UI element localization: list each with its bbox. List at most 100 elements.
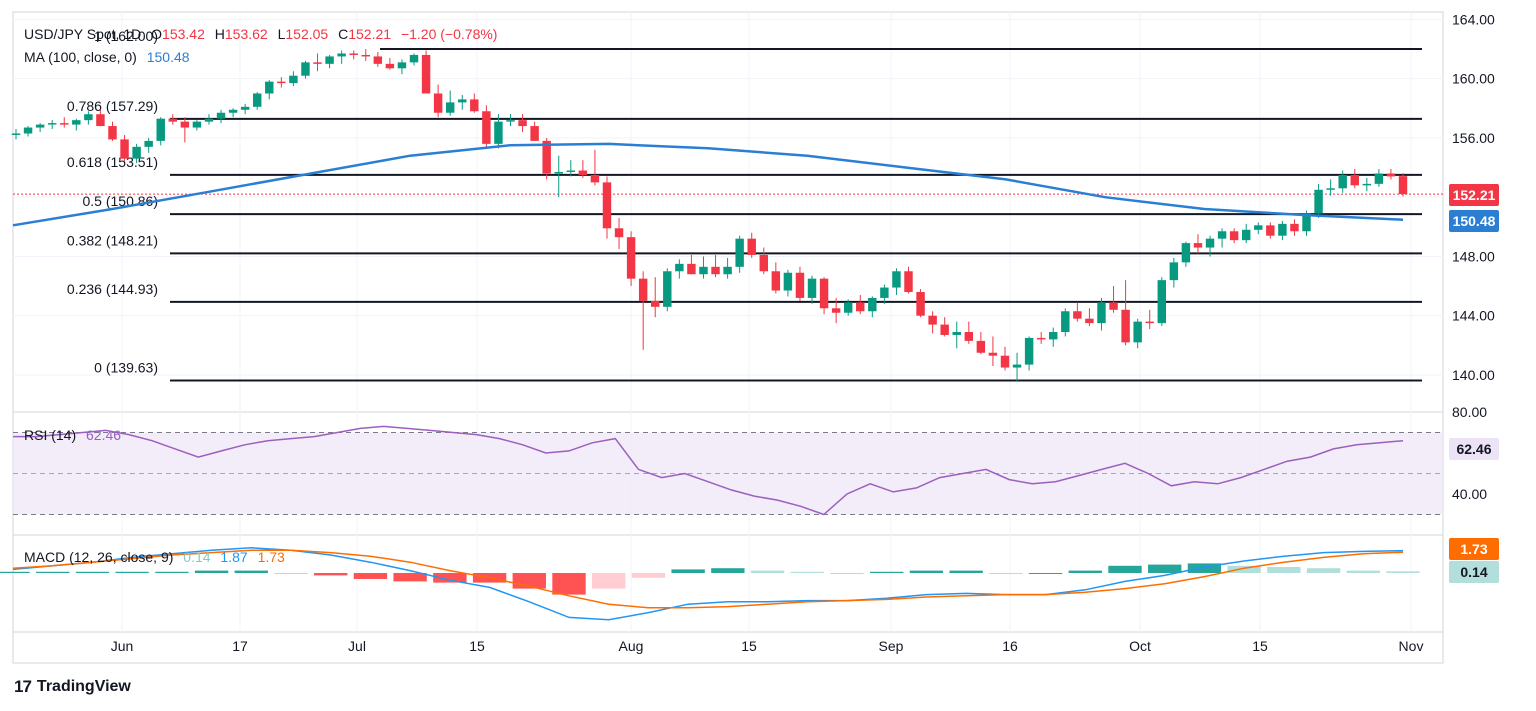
chart-frame: [12, 11, 1444, 664]
macd-hist-bar: [314, 573, 348, 576]
change-value: −1.20 (−0.78%): [401, 26, 498, 42]
tradingview-brand[interactable]: 17 TradingView: [14, 677, 131, 697]
candle-body: [602, 182, 612, 229]
candle-body: [397, 62, 407, 69]
candle-body: [361, 54, 370, 57]
fib-label: 0.786 (157.29): [67, 98, 158, 114]
fib-label: 0 (139.63): [94, 359, 158, 375]
x-tick-label: 17: [232, 638, 248, 654]
candle-body: [301, 62, 310, 76]
macd-hist-bar: [75, 571, 110, 573]
low-value: 152.05: [285, 26, 328, 42]
candle-body: [831, 308, 841, 313]
candle-body: [940, 324, 949, 335]
brand-name: TradingView: [36, 678, 131, 695]
candle-body: [795, 272, 805, 298]
fibonacci-levels: 1 (162.00) 0.786 (157.29) 0.618 (153.51) 0.…: [67, 28, 1422, 382]
macd-hist-bar: [274, 573, 308, 574]
candle-body: [1350, 174, 1359, 186]
candle-body: [445, 102, 455, 113]
candle-body: [47, 123, 57, 125]
y-tick-label: 160.00: [1452, 71, 1495, 87]
y-tick-label: 148.00: [1452, 248, 1495, 264]
rsi-line: [13, 425, 1404, 516]
candle-body: [1085, 318, 1094, 324]
candle-body: [1073, 311, 1082, 319]
candle-body: [240, 106, 250, 110]
candle-body: [1012, 364, 1022, 368]
signal-legend-value: 1.73: [258, 549, 285, 565]
candle-body: [72, 120, 81, 125]
macd-hist-bar: [353, 573, 388, 579]
candle-body: [976, 340, 986, 353]
candle-body: [783, 272, 793, 291]
candle-body: [1061, 311, 1070, 332]
candle-body: [952, 332, 961, 335]
candle-body: [1374, 173, 1384, 184]
candlesticks: [11, 49, 1408, 381]
x-tick-label: Nov: [1399, 638, 1424, 654]
signal-value-tag-text: 1.73: [1460, 541, 1487, 557]
price-axis[interactable]: 164.00160.00156.00152.00148.00144.00140.…: [1452, 11, 1495, 502]
candle-body: [482, 111, 491, 144]
candle-body: [988, 352, 998, 356]
fib-label: 0.618 (153.51): [67, 154, 158, 170]
hist-value-tag-text: 0.14: [1460, 564, 1487, 580]
ma-price-tag-text: 150.48: [1453, 213, 1496, 229]
candle-body: [638, 278, 648, 301]
macd-hist-bar: [393, 573, 427, 582]
candle-body: [35, 124, 45, 128]
candle-body: [542, 140, 551, 174]
candle-body: [11, 133, 21, 135]
candle-body: [711, 266, 720, 275]
candle-body: [1338, 174, 1347, 189]
candle-body: [289, 75, 298, 84]
candle-body: [349, 53, 358, 55]
macd-hist-bar: [194, 570, 229, 573]
macd-hist-bar: [1108, 565, 1142, 573]
candle-body: [1398, 176, 1408, 195]
candle-body: [1314, 189, 1323, 214]
y-tick-label: 140.00: [1452, 367, 1495, 383]
candle-body: [1109, 302, 1118, 310]
macd-hist-bar: [1346, 570, 1380, 573]
candle-body: [651, 300, 660, 307]
x-tick-label: Jun: [111, 638, 134, 654]
candle-body: [1133, 321, 1142, 343]
candle-body: [735, 238, 744, 267]
candle-body: [663, 271, 672, 307]
candle-body: [1266, 225, 1275, 236]
candle-body: [1049, 332, 1058, 340]
macd-hist-bar: [989, 573, 1023, 574]
candle-body: [1181, 243, 1191, 263]
candle-body: [494, 121, 503, 144]
candle-body: [530, 126, 539, 141]
macd-hist-bar: [155, 571, 189, 573]
candle-body: [759, 254, 768, 272]
candle-body: [614, 228, 624, 238]
x-tick-label: Jul: [348, 638, 366, 654]
horizontal-gridlines: [13, 18, 1443, 376]
candle-body: [421, 54, 431, 94]
macd-hist-bar: [1306, 568, 1341, 573]
macd-hist-bar: [1068, 570, 1102, 573]
candle-body: [554, 172, 563, 174]
open-value: 153.42: [162, 26, 205, 42]
macd-hist-bar: [671, 569, 705, 573]
candle-body: [928, 315, 937, 325]
ma-legend-value: 150.48: [147, 49, 190, 65]
candle-body: [626, 237, 636, 279]
rsi-tick-label: 40.00: [1452, 486, 1487, 502]
macd-hist-bar: [949, 570, 983, 573]
macd-hist-legend-value: 0.14: [183, 549, 210, 565]
candle-body: [1362, 183, 1372, 186]
candle-body: [132, 146, 141, 159]
high-value: 153.62: [225, 26, 268, 42]
fib-label: 0.236 (144.93): [67, 281, 158, 297]
candle-body: [1217, 231, 1227, 239]
time-axis[interactable]: Jun 17 Jul 15 Aug 15 Sep 16 Oct 15 Nov: [111, 638, 1424, 654]
symbol-title: USD/JPY Spot, 1D: [24, 26, 141, 42]
macd-legend: MACD (12, 26, close, 9) 0.14 1.87 1.73: [24, 549, 285, 565]
candle-body: [1097, 302, 1106, 324]
